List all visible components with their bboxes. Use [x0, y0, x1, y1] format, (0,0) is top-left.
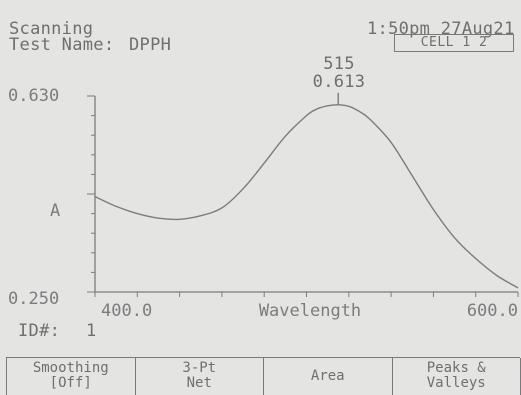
- y-tick-label: 0.630: [8, 86, 59, 106]
- three-point-net-softkey-label-2: Net: [136, 376, 264, 391]
- softkey-bar: Smoothing [Off] 3-Pt Net Area Peaks & Va…: [6, 357, 520, 395]
- absorbance-curve: [95, 105, 518, 288]
- y-tick-label: 0.250: [8, 289, 59, 309]
- peaks-valleys-softkey[interactable]: Peaks & Valleys: [392, 358, 521, 395]
- three-point-net-softkey[interactable]: 3-Pt Net: [135, 358, 265, 395]
- area-softkey[interactable]: Area: [263, 358, 393, 395]
- id-value: 1: [86, 322, 97, 340]
- smoothing-softkey-state: [Off]: [7, 376, 135, 391]
- area-softkey-label: Area: [264, 369, 392, 384]
- id-label: ID#:: [18, 322, 60, 340]
- x-axis-title: Wavelength: [259, 301, 361, 321]
- x-tick-label: 400.0: [101, 301, 152, 321]
- x-tick-label: 600.0: [467, 301, 518, 321]
- smoothing-softkey-label: Smoothing: [7, 361, 135, 376]
- y-axis-title: A: [50, 201, 60, 221]
- smoothing-softkey[interactable]: Smoothing [Off]: [6, 358, 136, 395]
- three-point-net-softkey-label: 3-Pt: [136, 361, 264, 376]
- peaks-valleys-softkey-label-2: Valleys: [393, 376, 521, 391]
- peaks-valleys-softkey-label: Peaks &: [393, 361, 521, 376]
